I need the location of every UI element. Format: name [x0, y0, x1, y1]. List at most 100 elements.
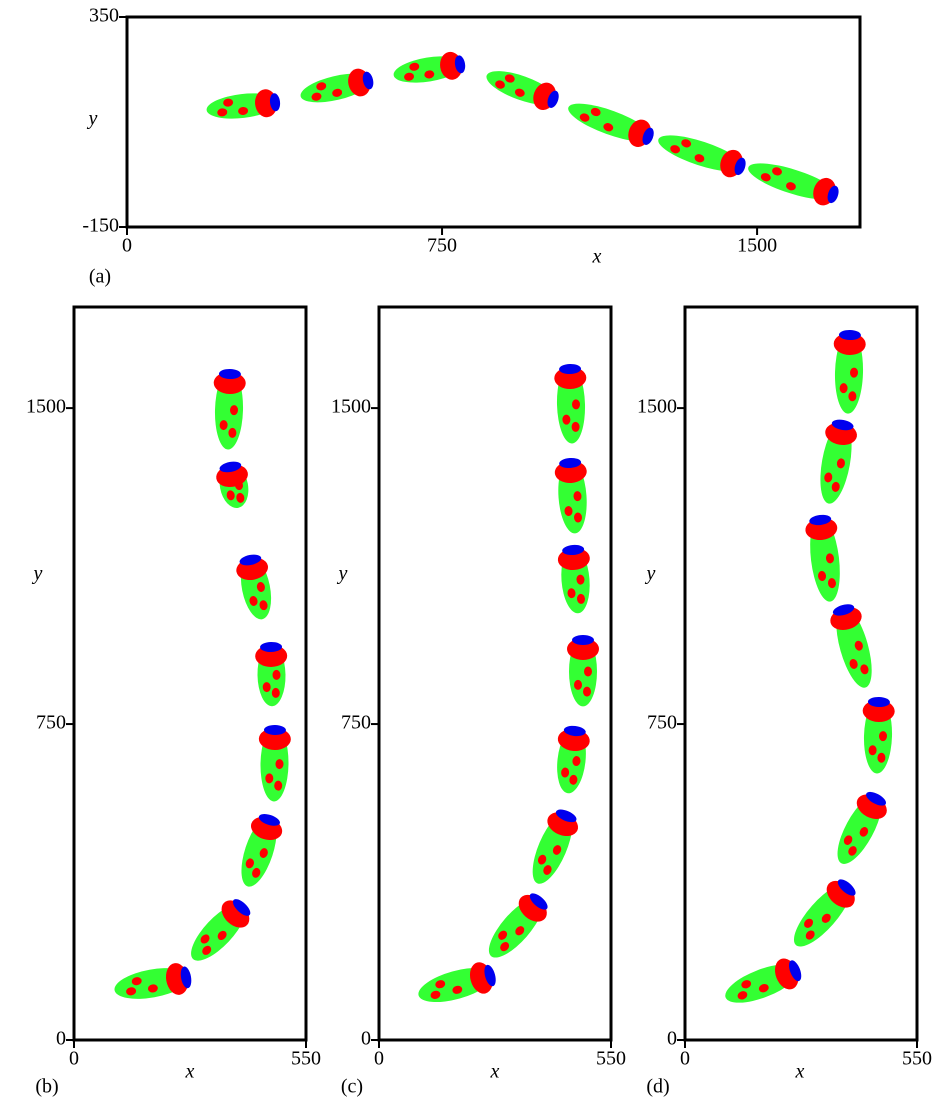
cell: [241, 814, 283, 887]
y-tick-label: 750: [341, 712, 371, 734]
cell-patch: [737, 991, 748, 1000]
panel-label: (d): [646, 1076, 669, 1098]
x-tick-label: 1500: [737, 235, 777, 257]
cell-tip: [562, 544, 585, 556]
cell-tip: [559, 363, 582, 375]
cell-tip: [559, 457, 582, 469]
cell-patch: [404, 72, 415, 81]
cell-patch: [877, 752, 886, 763]
cell-patch: [262, 682, 271, 693]
cell-patch: [843, 835, 853, 845]
cell-patch: [561, 767, 570, 778]
cell: [236, 554, 272, 620]
cell-tip: [827, 185, 839, 204]
frame: [683, 305, 919, 1042]
cell-patch: [786, 182, 796, 191]
x-tick-label: 0: [122, 235, 132, 257]
cell-patch: [859, 827, 869, 837]
cell-patch: [839, 383, 848, 394]
cell-patch: [772, 167, 782, 176]
cell: [793, 879, 856, 947]
cell-patch: [245, 858, 254, 869]
cell: [862, 696, 895, 774]
cell-patch: [259, 600, 268, 611]
cell-patch: [758, 984, 769, 993]
cell-tip: [232, 899, 251, 916]
cell: [300, 68, 374, 103]
cell-patch: [831, 481, 840, 492]
cell-patch: [504, 74, 515, 83]
x-axis-label: x: [185, 1061, 195, 1083]
cell-patch: [571, 399, 580, 410]
cell-patch: [818, 571, 827, 581]
x-tick-label: 550: [291, 1048, 321, 1070]
cell-tip: [263, 724, 286, 736]
cell-patch: [584, 666, 592, 677]
cell-patch: [860, 664, 869, 675]
cell-patch: [316, 82, 327, 91]
cell-patch: [760, 173, 771, 182]
cell-patch: [537, 854, 547, 865]
cell-patch: [435, 980, 446, 989]
cell-tip: [572, 635, 594, 645]
panel-label: (b): [35, 1076, 58, 1098]
cell: [114, 963, 192, 999]
cell-tip: [362, 71, 374, 90]
cell-patch: [576, 574, 585, 585]
cell-patch: [854, 640, 863, 651]
x-axis-label: x: [490, 1061, 500, 1083]
cell-patch: [147, 984, 158, 993]
cell-patch: [228, 427, 237, 438]
cell-patch: [579, 113, 590, 122]
x-tick-label: 0: [680, 1048, 690, 1070]
cell: [418, 962, 496, 1003]
y-tick-label: 750: [647, 712, 677, 734]
cell-patch: [249, 596, 258, 606]
cell-tip: [258, 814, 280, 826]
cell-tip: [867, 696, 890, 708]
y-tick-label: 750: [36, 712, 66, 734]
cell-patch: [272, 669, 281, 680]
x-tick-label: 550: [596, 1048, 626, 1070]
cell-patch: [430, 990, 441, 999]
cell-tip: [838, 329, 861, 341]
cell-tip: [218, 368, 241, 380]
cell: [568, 103, 654, 147]
cell-tip: [866, 791, 887, 806]
cell-patch: [409, 62, 420, 71]
cell-patch: [236, 492, 245, 503]
cell-patch: [821, 913, 831, 923]
cell-patch: [217, 108, 228, 117]
cell-patch: [256, 582, 265, 592]
cell: [255, 641, 288, 707]
cell-patch: [275, 759, 284, 770]
x-tick-label: 550: [902, 1048, 932, 1070]
cell-patch: [573, 512, 582, 523]
x-tick-label: 0: [69, 1048, 79, 1070]
cell-patch: [848, 846, 857, 856]
cell-patch: [849, 367, 858, 378]
cell: [833, 329, 866, 414]
cell-tip: [219, 461, 242, 473]
cell-patch: [217, 930, 227, 940]
cell-patch: [562, 414, 571, 425]
cell-patch: [670, 145, 681, 154]
y-axis-label: y: [87, 108, 98, 130]
panel: 0 750 1500 -150 350 x y (a): [82, 5, 862, 288]
cell-patch: [200, 934, 210, 944]
cell-tip: [789, 960, 802, 982]
cell: [488, 893, 548, 958]
cell-patch: [827, 578, 836, 589]
cell-patch: [590, 107, 601, 117]
cell-patch: [332, 88, 343, 97]
cell: [820, 419, 857, 504]
cell-patch: [259, 848, 268, 858]
cell-patch: [804, 918, 814, 928]
x-axis-label: x: [795, 1061, 805, 1083]
y-tick-label: -150: [82, 215, 119, 237]
cell-patch: [824, 472, 833, 483]
cell-patch: [836, 458, 845, 469]
cell-patch: [552, 845, 562, 855]
frame: [377, 305, 613, 1042]
